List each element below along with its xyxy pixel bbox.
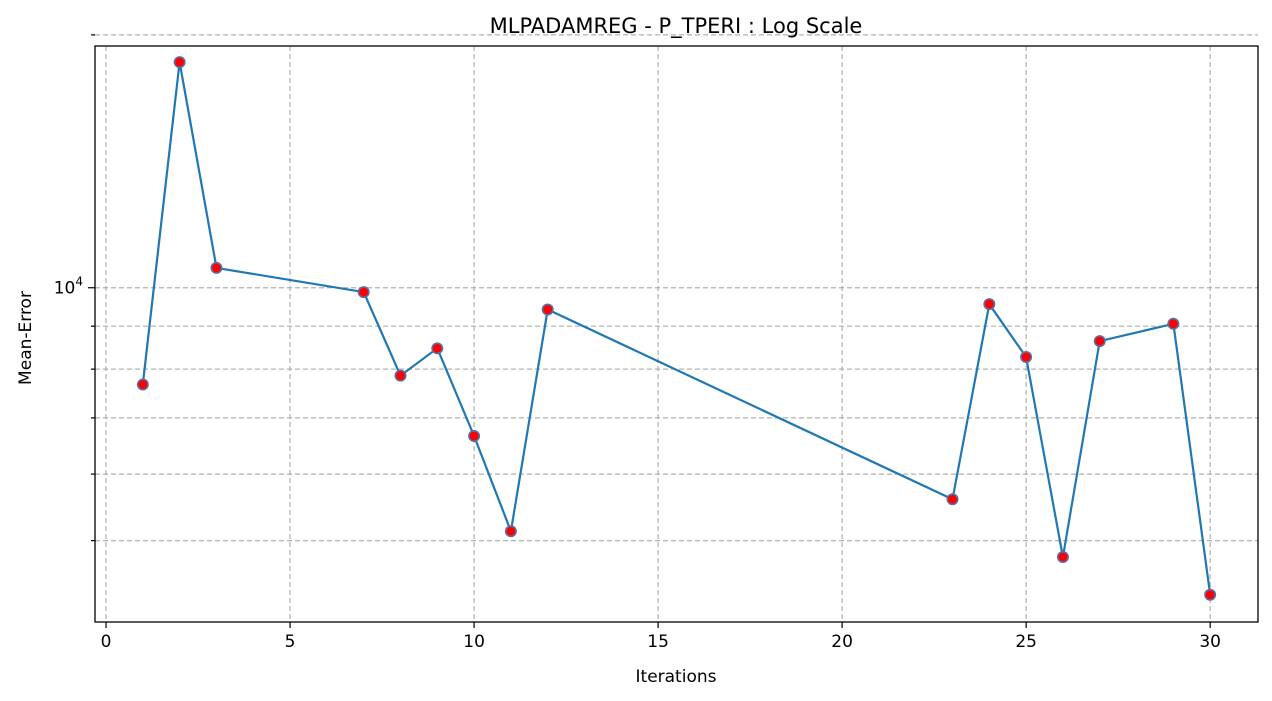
x-tick-label: 30 bbox=[1199, 632, 1221, 652]
x-tick-label: 25 bbox=[1015, 632, 1037, 652]
data-point bbox=[1093, 335, 1106, 348]
x-tick-label: 5 bbox=[285, 632, 296, 652]
data-point bbox=[504, 525, 517, 538]
data-point bbox=[1020, 351, 1033, 364]
data-point bbox=[1056, 551, 1069, 564]
data-point bbox=[136, 378, 149, 391]
x-tick-label: 0 bbox=[101, 632, 112, 652]
x-tick-label: 15 bbox=[647, 632, 669, 652]
y-axis-label: Mean-Error bbox=[16, 291, 36, 385]
data-point bbox=[431, 342, 444, 355]
plot-frame bbox=[94, 45, 1259, 623]
data-point bbox=[173, 56, 186, 69]
data-point bbox=[210, 261, 223, 274]
series-layer bbox=[136, 56, 1217, 601]
data-point bbox=[541, 303, 554, 316]
data-point bbox=[946, 493, 959, 506]
series-line bbox=[141, 61, 1212, 595]
data-point bbox=[394, 369, 407, 382]
data-point bbox=[357, 286, 370, 299]
ticks: 0 5 10 15 20 25 30 104 bbox=[54, 34, 1221, 652]
chart-title: MLPADAMREG - P_TPERI : Log Scale bbox=[490, 14, 863, 39]
data-point bbox=[1167, 317, 1180, 330]
y-tick-label: 104 bbox=[54, 275, 83, 299]
x-tick-label: 20 bbox=[831, 632, 853, 652]
data-point bbox=[468, 430, 481, 443]
x-axis-label: Iterations bbox=[636, 667, 717, 687]
data-point bbox=[1204, 588, 1217, 601]
x-tick-label: 10 bbox=[463, 632, 485, 652]
grid bbox=[95, 34, 1258, 622]
data-point bbox=[983, 298, 996, 311]
